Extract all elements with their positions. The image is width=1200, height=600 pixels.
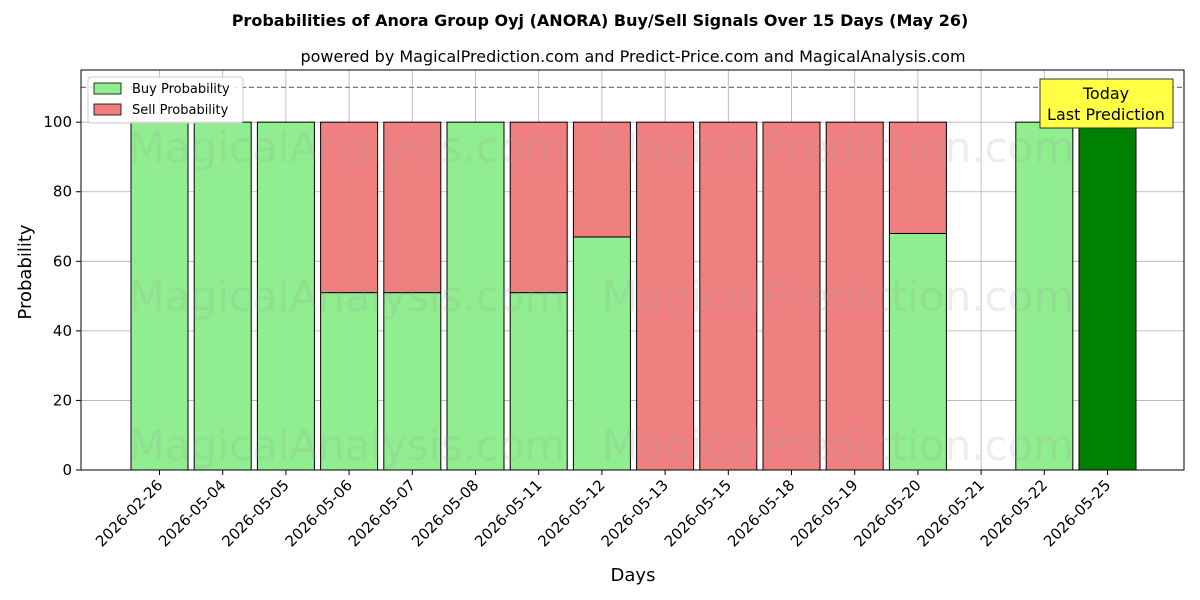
bar-buy bbox=[256, 121, 315, 471]
x-tick-label: 2026-05-25 bbox=[1040, 476, 1114, 550]
x-tick-label: 2026-05-12 bbox=[534, 476, 608, 550]
watermark-text: MagicalAnalysis.com bbox=[129, 421, 566, 470]
y-axis-label: Probability bbox=[15, 224, 36, 319]
x-tick-label: 2026-02-26 bbox=[92, 476, 166, 550]
bar-sell bbox=[572, 121, 631, 238]
annotation-line1: Today bbox=[1082, 84, 1129, 103]
x-axis-label: Days bbox=[611, 565, 656, 586]
x-tick-label: 2026-05-06 bbox=[282, 476, 356, 550]
annotation-box bbox=[1039, 78, 1174, 129]
bar-sell bbox=[383, 121, 442, 294]
bar-buy bbox=[1015, 121, 1074, 471]
x-tick-label: 2026-05-04 bbox=[155, 476, 229, 550]
today-annotation: Today Last Prediction bbox=[1039, 78, 1174, 129]
legend-label-buy: Buy Probability bbox=[132, 82, 230, 97]
x-tick-label: 2026-05-13 bbox=[598, 476, 672, 550]
x-tick-label: 2026-05-15 bbox=[661, 476, 735, 550]
y-tick-label: 20 bbox=[53, 391, 72, 409]
bar-buy bbox=[572, 236, 631, 471]
watermark-text: MagicalPrediction.com bbox=[602, 272, 1075, 321]
x-tick-label: 2026-05-07 bbox=[345, 476, 419, 550]
watermark-text: MagicalAnalysis.com bbox=[129, 123, 566, 172]
watermark-text: MagicalAnalysis.com bbox=[129, 272, 566, 321]
chart-subtitle: powered by MagicalPrediction.com and Pre… bbox=[300, 47, 965, 66]
legend-swatch-buy bbox=[93, 82, 122, 95]
bar-buy bbox=[1078, 121, 1137, 471]
y-tick-label: 60 bbox=[53, 252, 72, 270]
legend: Buy Probability Sell Probability bbox=[87, 76, 244, 124]
bar-sell bbox=[699, 121, 758, 471]
bar-buy bbox=[383, 292, 442, 471]
watermarks: MagicalAnalysis.com MagicalPrediction.com… bbox=[129, 123, 1075, 470]
legend-label-sell: Sell Probability bbox=[132, 103, 229, 118]
bar-sell bbox=[509, 121, 568, 294]
x-tick-label: 2026-05-21 bbox=[914, 476, 988, 550]
watermark-text: MagicalPrediction.com bbox=[602, 123, 1075, 172]
legend-swatch-sell bbox=[93, 103, 122, 116]
legend-box bbox=[87, 76, 244, 124]
watermark-text: MagicalPrediction.com bbox=[602, 421, 1075, 470]
bar-buy bbox=[446, 121, 505, 471]
x-tick-label: 2026-05-11 bbox=[471, 476, 545, 550]
bar-sell bbox=[762, 121, 821, 471]
chart-title: Probabilities of Anora Group Oyj (ANORA)… bbox=[232, 11, 969, 30]
x-tick-label: 2026-05-08 bbox=[408, 476, 482, 550]
annotation-line2: Last Prediction bbox=[1047, 105, 1165, 124]
y-tick-label: 0 bbox=[62, 461, 72, 479]
y-tick-label: 80 bbox=[53, 183, 72, 201]
y-tick-label: 100 bbox=[43, 113, 72, 131]
x-tick-label: 2026-05-18 bbox=[724, 476, 798, 550]
x-tick-label: 2026-05-22 bbox=[977, 476, 1051, 550]
bar-sell bbox=[320, 121, 379, 294]
bar-sell bbox=[888, 121, 947, 234]
bar-sell bbox=[636, 121, 695, 471]
bar-buy bbox=[509, 292, 568, 471]
bars bbox=[81, 86, 1184, 471]
bar-sell bbox=[825, 121, 884, 471]
plot-frame bbox=[80, 69, 1185, 471]
y-tick-label: 40 bbox=[53, 322, 72, 340]
x-tick-label: 2026-05-20 bbox=[850, 476, 924, 550]
x-tick-label: 2026-05-05 bbox=[218, 476, 292, 550]
x-tick-label: 2026-05-19 bbox=[787, 476, 861, 550]
bar-buy bbox=[888, 232, 947, 471]
